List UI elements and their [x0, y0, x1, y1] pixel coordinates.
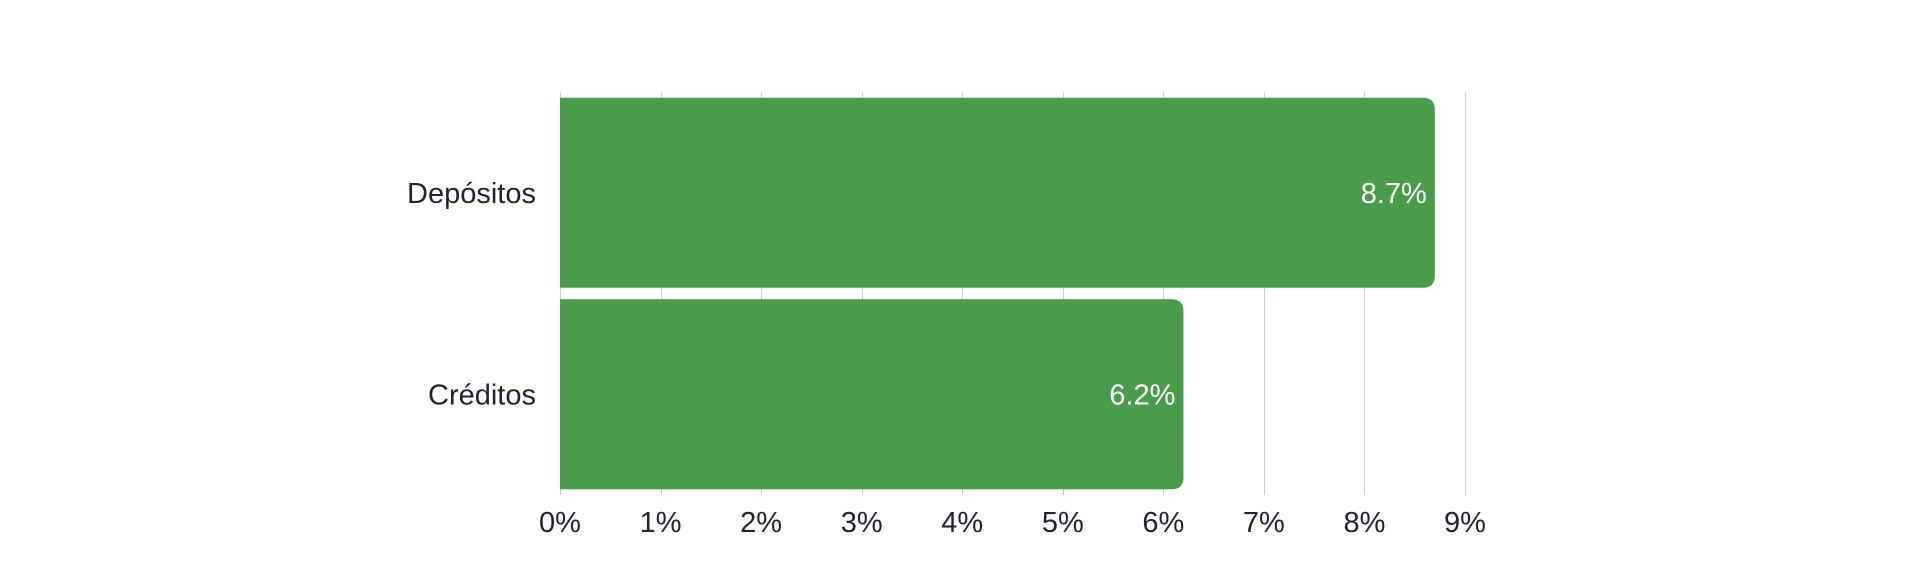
x-tick-label: 4% — [941, 507, 983, 539]
x-axis-ticks: 0% 1% 2% 3% 4% 5% 6% 7% 8% 9% — [539, 507, 1486, 539]
x-tick-label: 1% — [640, 507, 682, 539]
x-tick-label: 5% — [1042, 507, 1084, 539]
category-label: Depósitos — [407, 178, 536, 210]
x-tick-label: 2% — [740, 507, 782, 539]
x-tick-label: 6% — [1142, 507, 1184, 539]
x-tick-label: 7% — [1243, 507, 1285, 539]
category-labels: Depósitos Créditos — [407, 178, 536, 412]
bars: 8.7% 6.2% — [560, 97, 1435, 490]
x-tick-label: 9% — [1444, 507, 1486, 539]
bar — [560, 299, 1184, 490]
x-tick-label: 8% — [1343, 507, 1385, 539]
category-label: Créditos — [428, 379, 536, 411]
data-label: 8.7% — [1361, 178, 1427, 210]
data-label: 6.2% — [1109, 379, 1175, 411]
x-tick-label: 3% — [841, 507, 883, 539]
bar — [560, 97, 1435, 288]
x-tick-label: 0% — [539, 507, 581, 539]
